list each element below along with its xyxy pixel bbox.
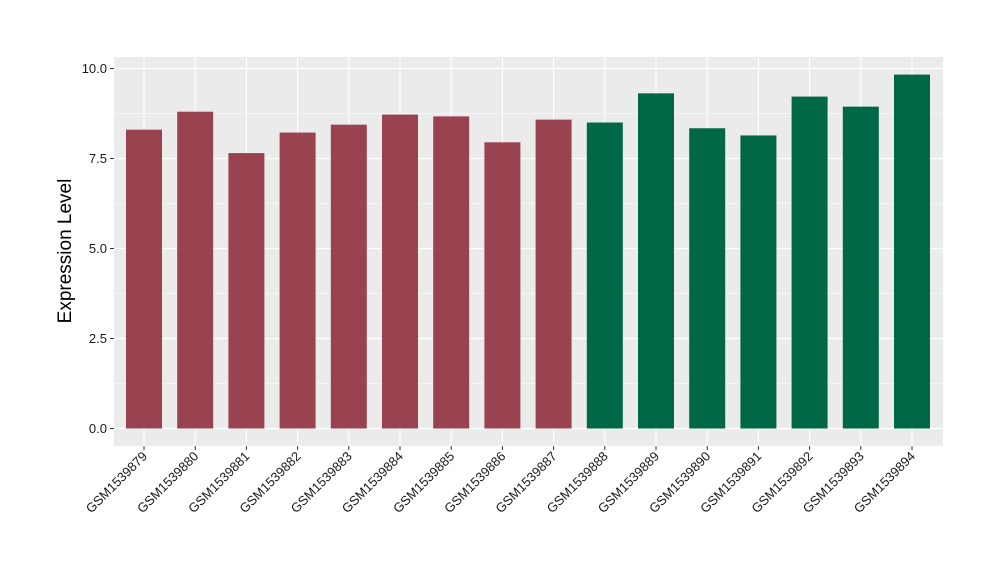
bar-GSM1539884 <box>382 114 418 429</box>
bar-GSM1539885 <box>433 116 470 429</box>
bar-GSM1539887 <box>535 119 572 429</box>
bar-GSM1539882 <box>279 132 316 429</box>
bars <box>126 74 930 429</box>
bar-GSM1539883 <box>330 124 367 429</box>
y-axis: 0.0 2.5 5.0 7.5 10.0 <box>82 61 114 436</box>
bar-GSM1539888 <box>586 122 623 429</box>
y-tick-label: 10.0 <box>82 61 107 76</box>
bar-GSM1539879 <box>126 129 162 429</box>
bar-GSM1539891 <box>740 135 777 429</box>
bar-GSM1539893 <box>842 106 879 429</box>
bar-GSM1539886 <box>484 142 521 429</box>
bar-GSM1539889 <box>638 93 674 429</box>
y-axis-label: Expression Level <box>55 179 76 324</box>
y-tick-label: 5.0 <box>89 241 107 256</box>
x-axis: GSM1539879GSM1539880GSM1539881GSM1539882… <box>83 446 918 516</box>
y-tick-label: 7.5 <box>89 151 107 166</box>
bar-GSM1539894 <box>894 74 930 429</box>
bar-GSM1539881 <box>228 153 265 429</box>
bar-GSM1539892 <box>791 96 828 429</box>
bar-GSM1539880 <box>177 111 214 429</box>
bar-GSM1539890 <box>689 128 726 429</box>
y-tick-label: 0.0 <box>89 421 107 436</box>
y-tick-label: 2.5 <box>89 331 107 346</box>
